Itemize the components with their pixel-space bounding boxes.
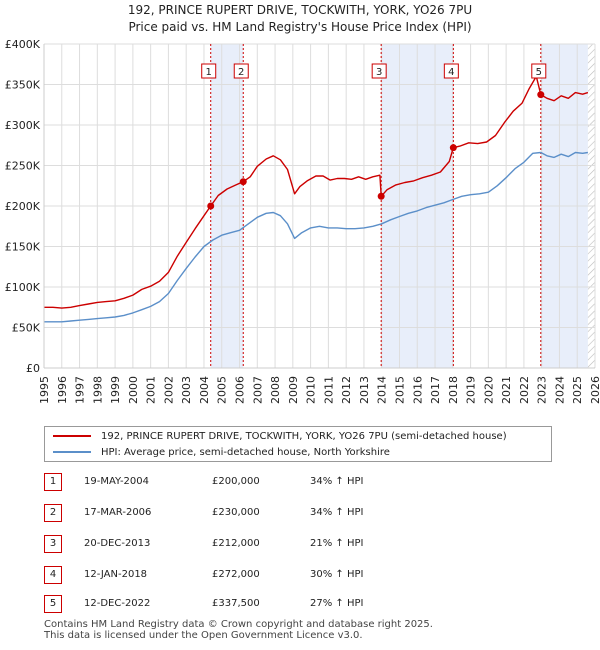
x-tick-label: 2011: [322, 376, 335, 404]
sale-number-text: 5: [536, 67, 542, 78]
sale-point: [239, 178, 247, 186]
chart-legend: 192, PRINCE RUPERT DRIVE, TOCKWITH, YORK…: [44, 426, 552, 462]
sale-number-box: [201, 63, 217, 79]
legend-label-hpi: HPI: Average price, semi-detached house,…: [101, 447, 390, 458]
x-tick-label: 1996: [56, 376, 69, 404]
x-tick-label: 2021: [500, 376, 513, 404]
y-tick-label: £400K: [5, 38, 41, 51]
legend-swatch-property: [53, 435, 91, 437]
sale-price: £212,000: [212, 538, 260, 549]
y-tick-label: £150K: [5, 241, 41, 254]
x-tick-label: 2013: [358, 376, 371, 404]
x-tick-label: 1998: [91, 376, 104, 404]
x-tick-label: 2025: [571, 376, 584, 404]
footer-line-2: This data is licensed under the Open Gov…: [44, 630, 363, 641]
x-tick-label: 2022: [518, 376, 531, 404]
x-tick-label: 2026: [589, 376, 600, 404]
y-tick-label: £0: [26, 362, 40, 375]
sale-number-box: [531, 63, 547, 79]
series-lines: [44, 75, 589, 323]
grid-lines: [43, 43, 596, 369]
sale-hpi-change: 27% ↑ HPI: [310, 598, 364, 609]
x-tick-label: 2003: [180, 376, 193, 404]
sale-number-labels: 1 2 3 4 5: [201, 63, 547, 79]
sale-number-box: [371, 63, 387, 79]
sale-price: £337,500: [212, 598, 260, 609]
y-tick-label: £250K: [5, 160, 41, 173]
chart-title-block: 192, PRINCE RUPERT DRIVE, TOCKWITH, YORK…: [0, 2, 600, 36]
x-tick-label: 1997: [74, 376, 87, 404]
legend-item-hpi: HPI: Average price, semi-detached house,…: [53, 445, 390, 461]
sale-number-badge: 1: [44, 473, 62, 491]
x-tick-label: 2024: [553, 376, 566, 404]
x-tick-label: 2018: [447, 376, 460, 404]
y-tick-label: £100K: [5, 281, 41, 294]
sale-number-badge: 5: [44, 595, 62, 613]
chart-title: 192, PRINCE RUPERT DRIVE, TOCKWITH, YORK…: [127, 3, 473, 17]
x-tick-label: 2005: [216, 376, 229, 404]
sale-hpi-change: 34% ↑ HPI: [310, 507, 364, 518]
sale-number-text: 2: [238, 67, 244, 78]
price-chart: 1 2 3 4 5 £0 £50K £100K £150K £200K £250K £300K £35…: [5, 38, 600, 404]
series-line: [44, 151, 589, 323]
chart-subtitle: Price paid vs. HM Land Registry's House …: [128, 20, 472, 34]
x-tick-label: 2014: [376, 376, 389, 404]
sale-number-text: 3: [376, 67, 382, 78]
x-tick-label: 2008: [269, 376, 282, 404]
x-tick-label: 2006: [234, 376, 247, 404]
x-tick-label: 2010: [305, 376, 318, 404]
x-tick-label: 2004: [198, 376, 211, 404]
y-tick-label: £300K: [5, 119, 41, 132]
sale-hpi-change: 34% ↑ HPI: [310, 476, 364, 487]
x-tick-label: 2012: [340, 376, 353, 404]
copyright-footer: Contains HM Land Registry data © Crown c…: [44, 619, 433, 641]
x-tick-label: 2007: [251, 376, 264, 404]
x-tick-label: 2009: [287, 376, 300, 404]
y-axis-ticks: £0 £50K £100K £150K £200K £250K £300K £350K £400…: [5, 38, 45, 375]
sale-date: 20-DEC-2013: [84, 538, 151, 549]
sale-number-text: 1: [206, 67, 212, 78]
sale-number-badge: 2: [44, 504, 62, 522]
sale-point: [537, 91, 545, 99]
footer-line-1: Contains HM Land Registry data © Crown c…: [44, 619, 433, 630]
x-tick-label: 2002: [162, 376, 175, 404]
x-tick-label: 2019: [465, 376, 478, 404]
sale-date: 12-DEC-2022: [84, 598, 151, 609]
sale-number-box: [233, 63, 249, 79]
sale-price: £230,000: [212, 507, 260, 518]
sale-price: £272,000: [212, 569, 260, 580]
series-line: [44, 75, 589, 309]
sale-points: [207, 91, 545, 210]
x-tick-label: 2016: [411, 376, 424, 404]
y-tick-label: £50K: [12, 322, 41, 335]
x-tick-label: 2020: [482, 376, 495, 404]
sale-date: 19-MAY-2004: [84, 476, 150, 487]
sale-number-badge: 4: [44, 566, 62, 584]
x-tick-label: 1995: [38, 376, 51, 404]
legend-item-property: 192, PRINCE RUPERT DRIVE, TOCKWITH, YORK…: [53, 429, 507, 445]
sale-hpi-change: 21% ↑ HPI: [310, 538, 364, 549]
sale-date: 17-MAR-2006: [84, 507, 152, 518]
x-tick-label: 2001: [145, 376, 158, 404]
x-tick-label: 2023: [536, 376, 549, 404]
sale-date: 12-JAN-2018: [84, 569, 148, 580]
x-tick-label: 2017: [429, 376, 442, 404]
x-tick-label: 2015: [393, 376, 406, 404]
legend-swatch-hpi: [53, 451, 91, 453]
y-tick-label: £350K: [5, 79, 41, 92]
sale-marker-lines: [210, 44, 542, 368]
x-tick-label: 2000: [127, 376, 140, 404]
sale-point: [449, 144, 457, 152]
x-axis-ticks: 1995 1996 1997 1998 1999 2000 2001 2002 2003 2004…: [38, 367, 600, 404]
sale-price: £200,000: [212, 476, 260, 487]
sale-hpi-change: 30% ↑ HPI: [310, 569, 364, 580]
sale-point: [207, 202, 215, 210]
legend-label-property: 192, PRINCE RUPERT DRIVE, TOCKWITH, YORK…: [101, 431, 507, 442]
sale-number-badge: 3: [44, 535, 62, 553]
y-tick-label: £200K: [5, 200, 41, 213]
x-tick-label: 1999: [109, 376, 122, 404]
sale-number-text: 4: [448, 67, 454, 78]
sale-point: [377, 192, 385, 200]
sale-number-box: [443, 63, 459, 79]
